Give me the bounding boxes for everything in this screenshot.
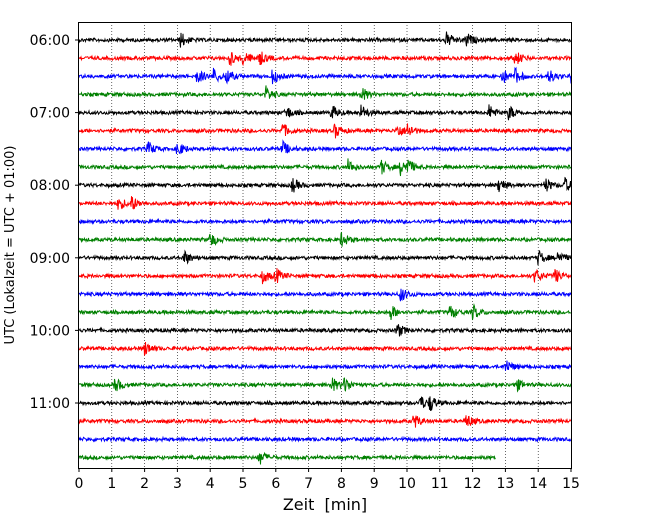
x-tick-label-0: 0 [75, 476, 84, 492]
x-tick-label-5: 5 [239, 476, 248, 492]
trace-row-16 [78, 302, 572, 321]
x-tick-label-11: 11 [431, 476, 449, 492]
x-tick-label-3: 3 [173, 476, 182, 492]
trace-row-12 [78, 231, 572, 247]
trace-row-11 [78, 217, 572, 226]
y-axis: 06:00 07:00 08:00 09:00 10:00 11:00 [30, 33, 79, 412]
y-tick-label-06:00: 06:00 [30, 33, 70, 49]
y-tick-label-11:00: 11:00 [30, 396, 70, 412]
gridlines [111, 22, 539, 468]
trace-row-6 [78, 123, 572, 139]
trace-row-10 [78, 196, 572, 210]
x-tick-label-6: 6 [271, 476, 280, 492]
x-tick-label-8: 8 [337, 476, 346, 492]
y-tick-label-07:00: 07:00 [30, 106, 70, 122]
trace-row-7 [78, 139, 572, 155]
x-axis-label: Zeit [min] [283, 495, 367, 514]
x-tick-label-14: 14 [529, 476, 547, 492]
trace-row-19 [78, 360, 572, 371]
trace-row-14 [78, 268, 572, 285]
trace-row-18 [78, 341, 572, 356]
x-tick-label-4: 4 [206, 476, 215, 492]
trace-row-15 [78, 288, 572, 302]
x-tick-label-10: 10 [398, 476, 416, 492]
x-tick-label-15: 15 [562, 476, 580, 492]
x-axis: 0 1 2 3 4 5 6 7 8 9 10 11 12 13 14 15 [75, 468, 580, 492]
trace-row-13 [78, 249, 572, 266]
x-tick-label-7: 7 [304, 476, 313, 492]
x-tick-label-9: 9 [370, 476, 379, 492]
trace-row-9 [78, 176, 572, 193]
trace-row-8 [78, 158, 572, 177]
x-tick-label-2: 2 [140, 476, 149, 492]
trace-row-22 [78, 415, 572, 428]
trace-row-3 [78, 66, 572, 85]
x-tick-label-1: 1 [107, 476, 116, 492]
trace-row-17 [78, 324, 572, 337]
trace-row-24 [78, 451, 496, 465]
x-tick-label-12: 12 [464, 476, 482, 492]
trace-row-2 [78, 51, 572, 67]
trace-row-1 [78, 31, 572, 48]
x-tick-label-13: 13 [496, 476, 514, 492]
trace-row-21 [78, 396, 572, 411]
trace-row-5 [78, 104, 572, 121]
trace-row-4 [79, 85, 572, 100]
y-tick-label-09:00: 09:00 [30, 251, 70, 267]
trace-row-20 [78, 377, 572, 393]
trace-row-23 [78, 435, 572, 443]
y-tick-label-08:00: 08:00 [30, 178, 70, 194]
y-tick-label-10:00: 10:00 [30, 323, 70, 339]
plot-frame [78, 22, 572, 469]
y-axis-label: UTC (Lokalzeit = UTC + 01:00) [3, 146, 18, 345]
seismic-traces [78, 31, 572, 465]
